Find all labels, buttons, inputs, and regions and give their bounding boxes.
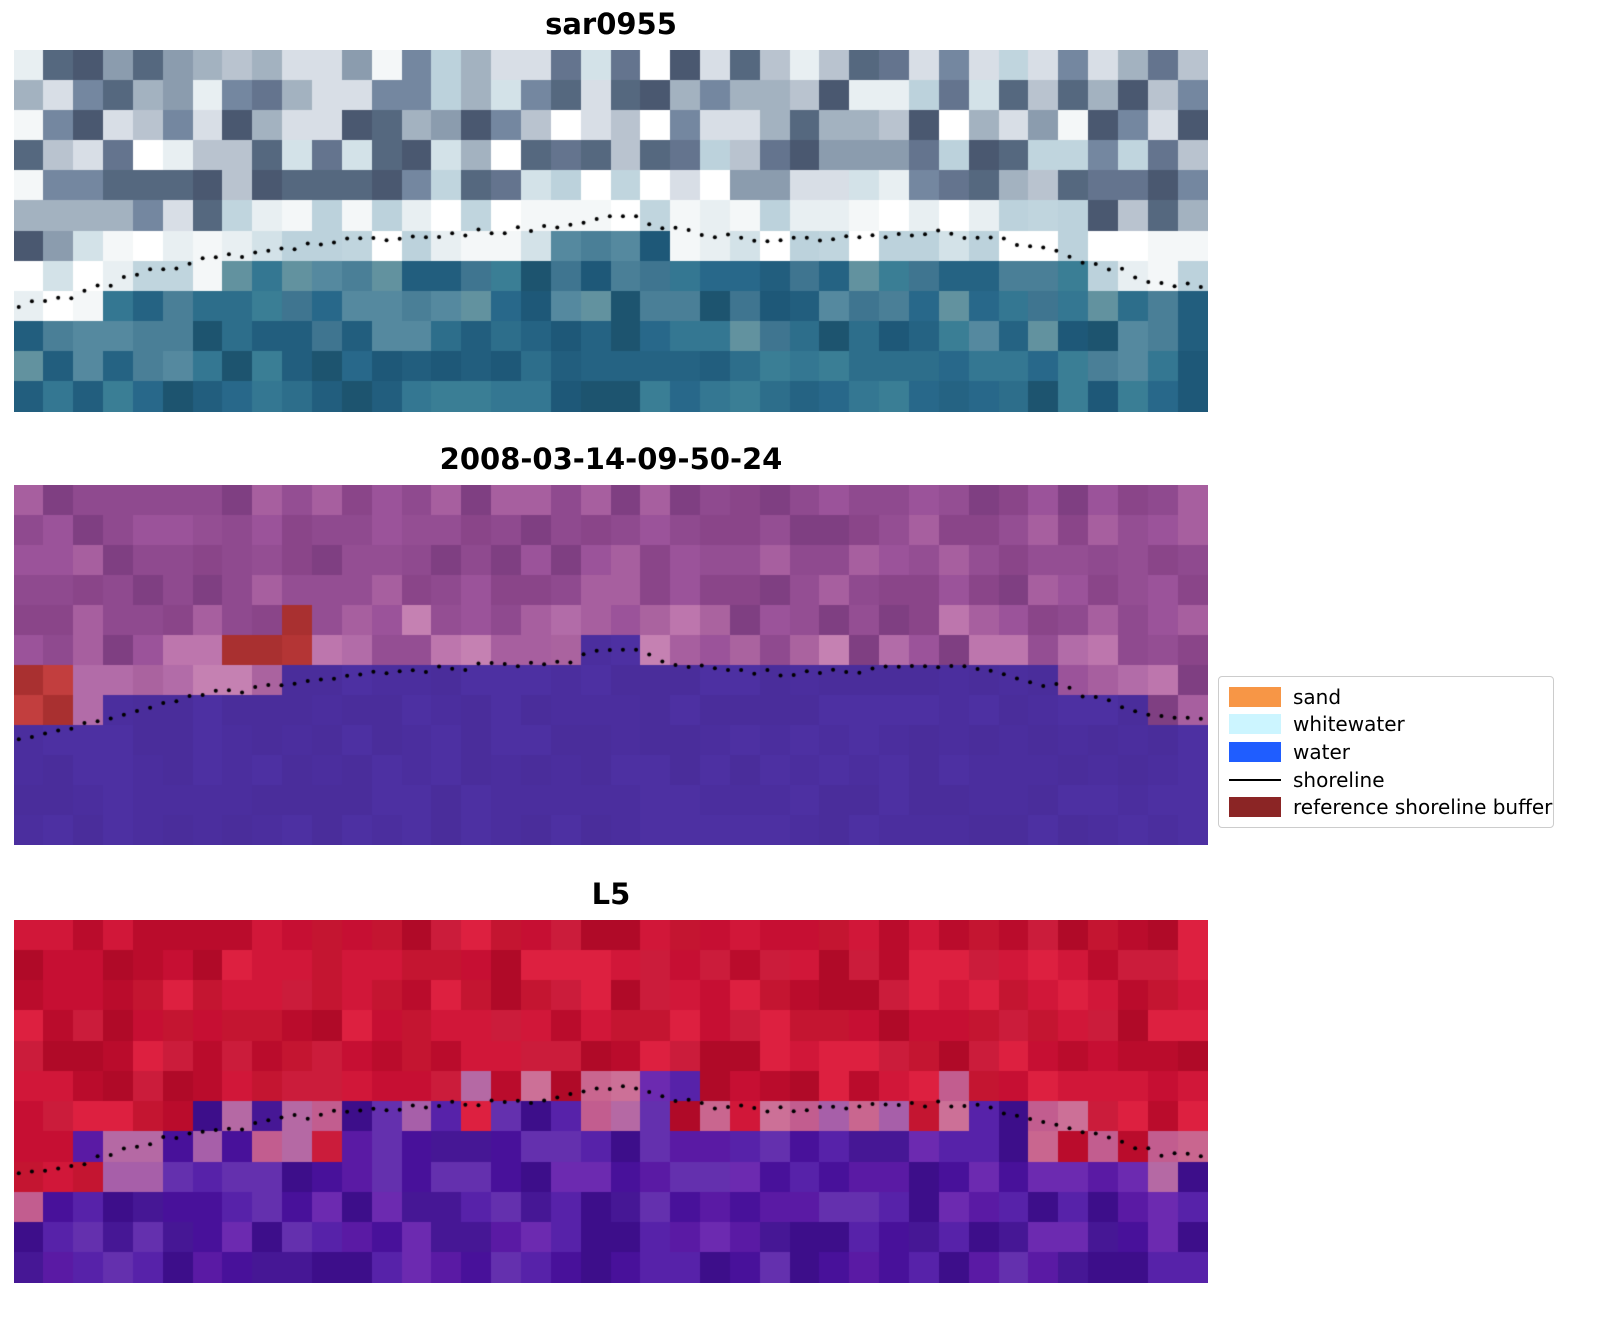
legend-item: water (1229, 740, 1543, 764)
legend-item-label: sand (1293, 684, 1342, 709)
legend-item-label: shoreline (1293, 767, 1385, 792)
legend-swatch-reference-shoreline-buffer (1229, 797, 1281, 818)
classification-panel-image (14, 485, 1208, 845)
legend-item-label: water (1293, 739, 1350, 764)
legend-swatch-whitewater (1229, 714, 1281, 735)
sar0955-panel-image (14, 50, 1208, 412)
legend-item: sand (1229, 685, 1543, 709)
legend-line-shoreline (1229, 769, 1281, 790)
legend-item: reference shoreline buffer (1229, 795, 1552, 819)
legend-swatch-sand (1229, 686, 1281, 707)
panel-title-classification-date: 2008-03-14-09-50-24 (439, 442, 783, 476)
panel-title-l5: L5 (591, 877, 631, 911)
panel-title-sar0955: sar0955 (545, 7, 677, 41)
legend-item-label: whitewater (1293, 712, 1405, 737)
legend-item-label: reference shoreline buffer (1293, 795, 1553, 820)
legend: sand whitewater water shoreline referenc… (1218, 676, 1554, 828)
legend-item: shoreline (1229, 768, 1543, 792)
l5-panel-image (14, 920, 1208, 1283)
legend-item: whitewater (1229, 712, 1543, 736)
legend-swatch-water (1229, 741, 1281, 762)
